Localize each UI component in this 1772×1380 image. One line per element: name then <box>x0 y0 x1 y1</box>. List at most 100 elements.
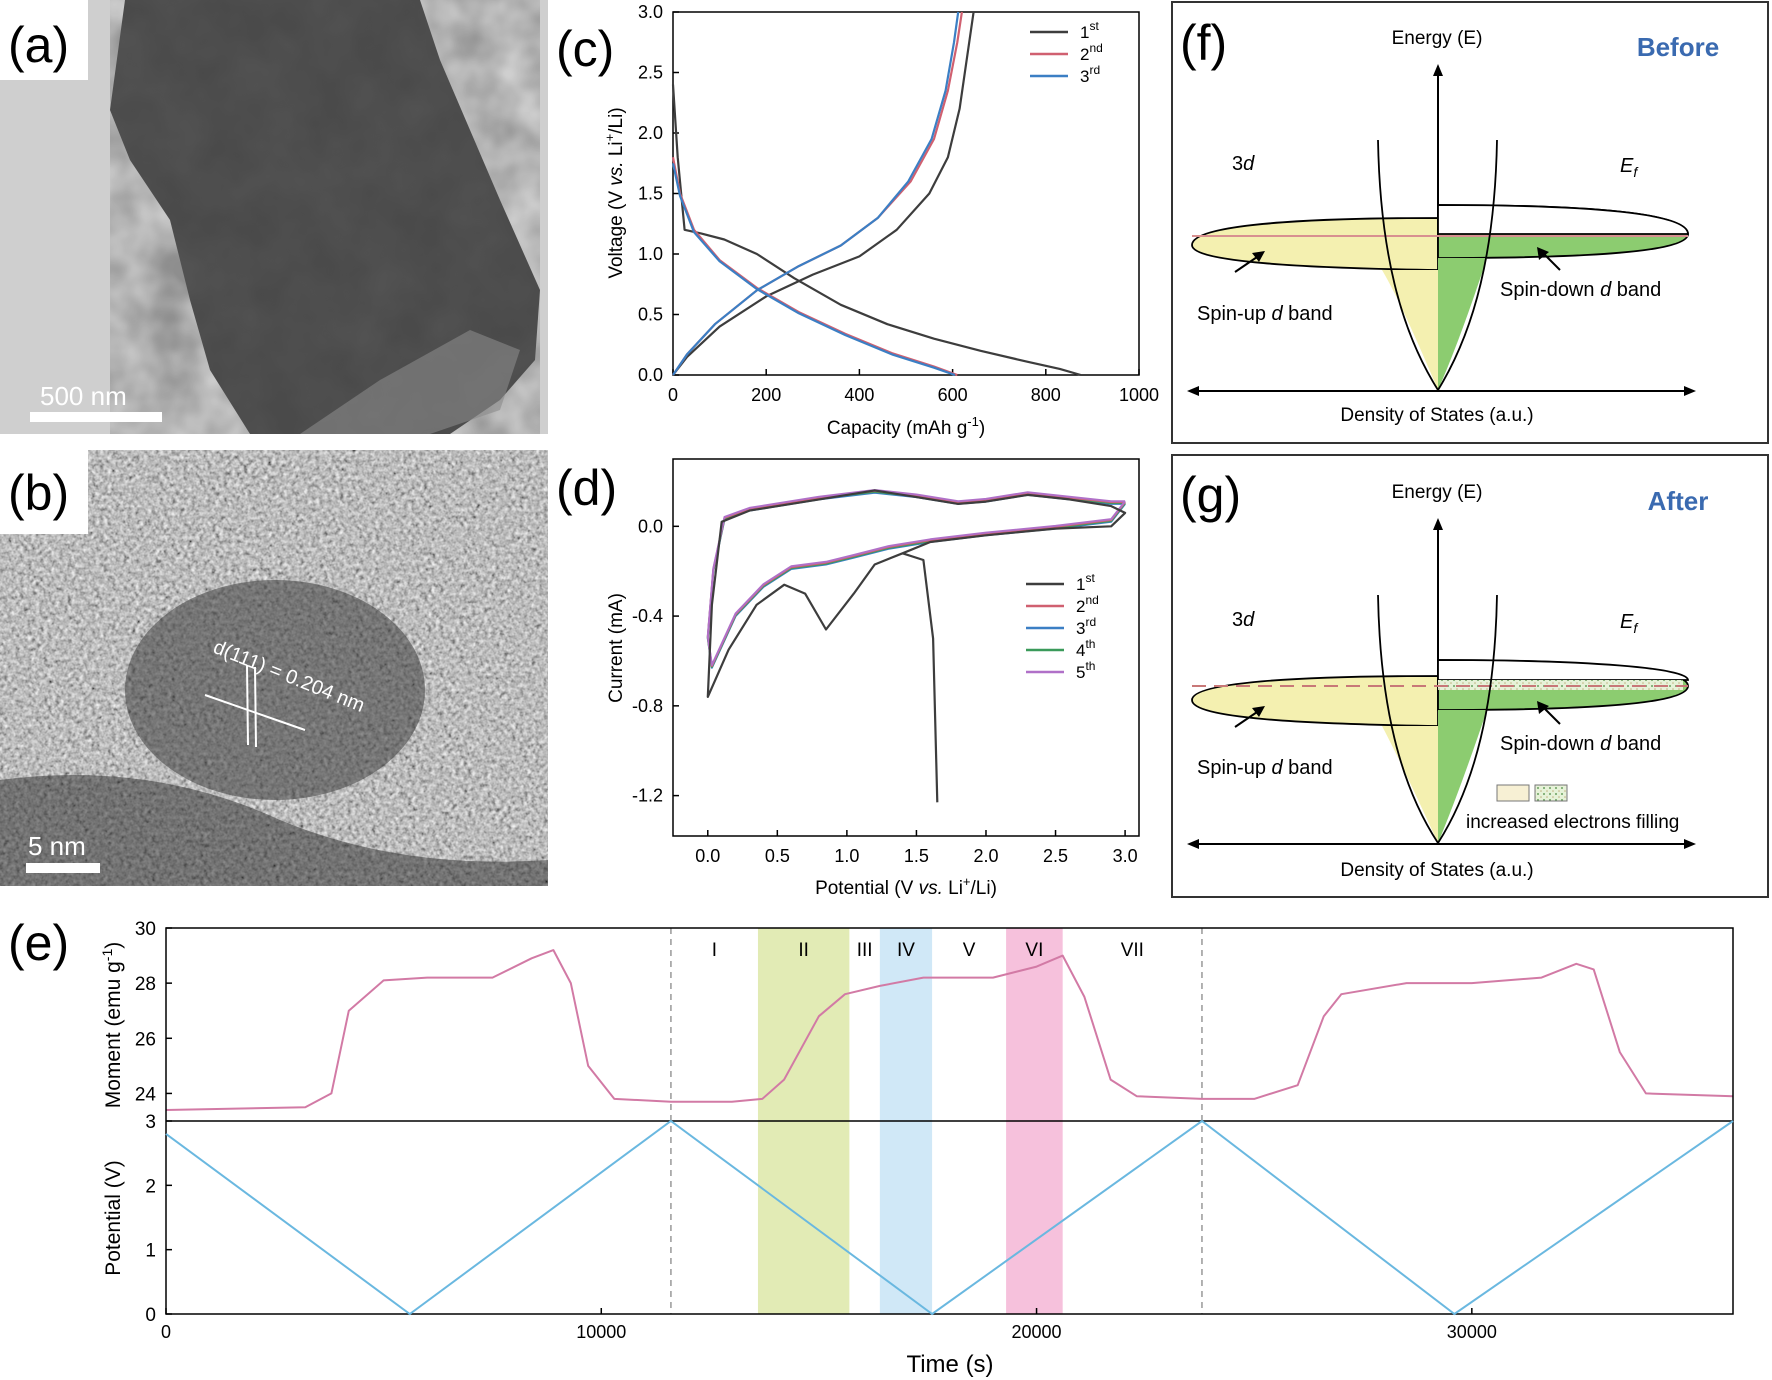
chart-d-xtick-label: 0.0 <box>695 846 720 866</box>
panel-a-micrograph: (a) 500 nm <box>0 0 548 434</box>
chart-c-ytick-label: 1.5 <box>638 184 663 204</box>
chart-e-ytick-bottom-label: 1 <box>145 1241 156 1262</box>
chart-c-xtick-label: 800 <box>1031 385 1061 405</box>
panel-d-letter: (d) <box>556 460 617 516</box>
panel-f-diagram: (f) Before Energy (E) 3d Ef Spin-up d ba… <box>1171 1 1769 444</box>
panel-f-spinup-label: Spin-up d band <box>1197 303 1333 325</box>
chart-e-xtick-label: 10000 <box>576 1322 626 1342</box>
chart-c-series-1-discharge <box>671 84 1082 377</box>
chart-d-ytick-label: 0.0 <box>638 516 663 536</box>
chart-c-xtick-label: 0 <box>668 385 678 405</box>
chart-e-region-label: II <box>798 940 809 961</box>
chart-c-ytick-label: 3.0 <box>638 2 663 22</box>
panel-g-diagram: (g) After Energy (E) 3d Ef Spin-up d ban… <box>1171 454 1769 898</box>
chart-d-legend-label: 1st <box>1076 571 1095 594</box>
chart-d-legend-label: 2nd <box>1076 593 1099 616</box>
panel-g-legend-text: increased electrons filling <box>1466 812 1679 833</box>
chart-d-xtick-label: 1.0 <box>834 846 859 866</box>
panel-f-letter: (f) <box>1180 15 1227 71</box>
chart-c-xtick-label: 400 <box>844 385 874 405</box>
chart-e-region-label: VII <box>1121 940 1144 961</box>
panel-f-state: Before <box>1637 32 1719 62</box>
chart-c-ytick-label: 0.0 <box>638 365 663 385</box>
chart-e-region-label: V <box>963 940 976 961</box>
chart-d-ytick-label: -0.8 <box>632 696 663 716</box>
panel-g-3d-label: 3d <box>1232 609 1255 631</box>
chart-e-ytick-bottom-label: 0 <box>145 1305 156 1326</box>
chart-c-xtick-label: 200 <box>751 385 781 405</box>
chart-d-xtick-label: 2.0 <box>973 846 998 866</box>
panel-c-letter: (c) <box>556 21 614 77</box>
chart-c-series-3-discharge <box>671 163 956 377</box>
chart-c-series-3-charge <box>672 11 960 376</box>
chart-c-series-2-discharge <box>671 156 958 377</box>
chart-d-legend-label: 5th <box>1076 659 1095 682</box>
panel-f-dos-label: Density of States (a.u.) <box>1340 405 1533 426</box>
panel-g-spinup-label: Spin-up d band <box>1197 757 1333 779</box>
legend-swatch-yellow <box>1496 784 1530 802</box>
chart-d-xtick-label: 3.0 <box>1113 846 1138 866</box>
chart-c-xtick-label: 1000 <box>1119 385 1159 405</box>
chart-d-series-4 <box>706 489 1126 667</box>
panel-g-ef-label: Ef <box>1620 611 1639 636</box>
chart-c-legend-label: 3rd <box>1080 63 1100 86</box>
chart-d-xtick-label: 2.5 <box>1043 846 1068 866</box>
chart-e-ytick-top-label: 24 <box>135 1084 157 1105</box>
chart-d-ylabel: Current (mA) <box>606 593 627 703</box>
chart-c-ylabel: Voltage (V vs. Li+/Li) <box>602 107 627 278</box>
panel-f-spindown-label: Spin-down d band <box>1500 279 1661 301</box>
chart-c-ytick-label: 2.5 <box>638 63 663 83</box>
panel-a-letter: (a) <box>8 17 69 73</box>
chart-e-region-label: I <box>712 940 717 961</box>
chart-d-ytick-label: -1.2 <box>632 786 663 806</box>
chart-e-moment-line <box>166 949 1733 1111</box>
chart-d-legend-label: 4th <box>1076 637 1095 660</box>
chart-e-ytick-bottom-label: 3 <box>145 1112 156 1133</box>
scale-bar-a-label: 500 nm <box>40 381 127 411</box>
panel-f-ef-label: Ef <box>1620 155 1639 180</box>
chart-e-xtick-label: 20000 <box>1012 1322 1062 1342</box>
chart-d-xtick-label: 0.5 <box>765 846 790 866</box>
panel-f-3d-label: 3d <box>1232 153 1255 175</box>
chart-d-xtick-label: 1.5 <box>904 846 929 866</box>
panel-g-letter: (g) <box>1180 467 1241 523</box>
chart-c-ytick-label: 2.0 <box>638 123 663 143</box>
chart-d-ytick-label: -0.4 <box>632 606 663 626</box>
chart-d-xlabel: Potential (V vs. Li+/Li) <box>815 874 997 899</box>
chart-e: (e) I II III IV V VI VII 0 10000 20000 3000024262… <box>8 915 1734 1378</box>
chart-d: (d) 0.0 0.5 1.0 1.5 2.0 2.5 3.0 -1.2 -0.8 -0.4 0.0… <box>556 458 1140 899</box>
chart-d-legend-label: 3rd <box>1076 615 1096 638</box>
chart-c-legend-label: 2nd <box>1080 41 1103 64</box>
panel-g-dos-label: Density of States (a.u.) <box>1340 860 1533 881</box>
chart-c-xtick-label: 600 <box>938 385 968 405</box>
panel-g-state: After <box>1648 486 1709 516</box>
panel-g-spindown-label: Spin-down d band <box>1500 733 1661 755</box>
chart-e-ytick-top-label: 30 <box>135 919 156 940</box>
panel-b-micrograph: (b) d(111) = 0.204 nm 5 nm <box>0 450 548 886</box>
chart-e-xlabel: Time (s) <box>906 1351 993 1378</box>
panel-b-letter: (b) <box>8 465 69 521</box>
chart-d-frame <box>672 458 1140 837</box>
chart-e-region-label: III <box>857 940 873 961</box>
chart-e-xtick-label: 30000 <box>1447 1322 1497 1342</box>
scale-bar-a <box>30 412 162 422</box>
scale-bar-b <box>26 863 100 873</box>
chart-e-ylabel-top: Moment (emu g-1) <box>99 942 125 1109</box>
panel-e-letter: (e) <box>8 915 69 971</box>
chart-c: (c) 0 200 400 600 800 1000 0.0 0.5 1.0 1.5 2.0 2.5 3… <box>556 2 1159 439</box>
legend-swatch-green <box>1534 784 1568 802</box>
chart-e-xtick-label: 0 <box>161 1322 171 1342</box>
chart-c-series-1-charge <box>672 11 975 376</box>
chart-e-region-label: IV <box>897 940 915 961</box>
scale-bar-b-label: 5 nm <box>28 831 86 861</box>
chart-c-frame <box>672 11 1140 376</box>
chart-e-ytick-top-label: 28 <box>135 974 156 995</box>
chart-c-ytick-label: 0.5 <box>638 305 663 325</box>
chart-c-xlabel: Capacity (mAh g-1) <box>827 414 985 439</box>
panel-f-energy-label: Energy (E) <box>1392 28 1483 49</box>
chart-c-legend-label: 1st <box>1080 19 1099 42</box>
chart-d-series-1 <box>706 489 1127 803</box>
